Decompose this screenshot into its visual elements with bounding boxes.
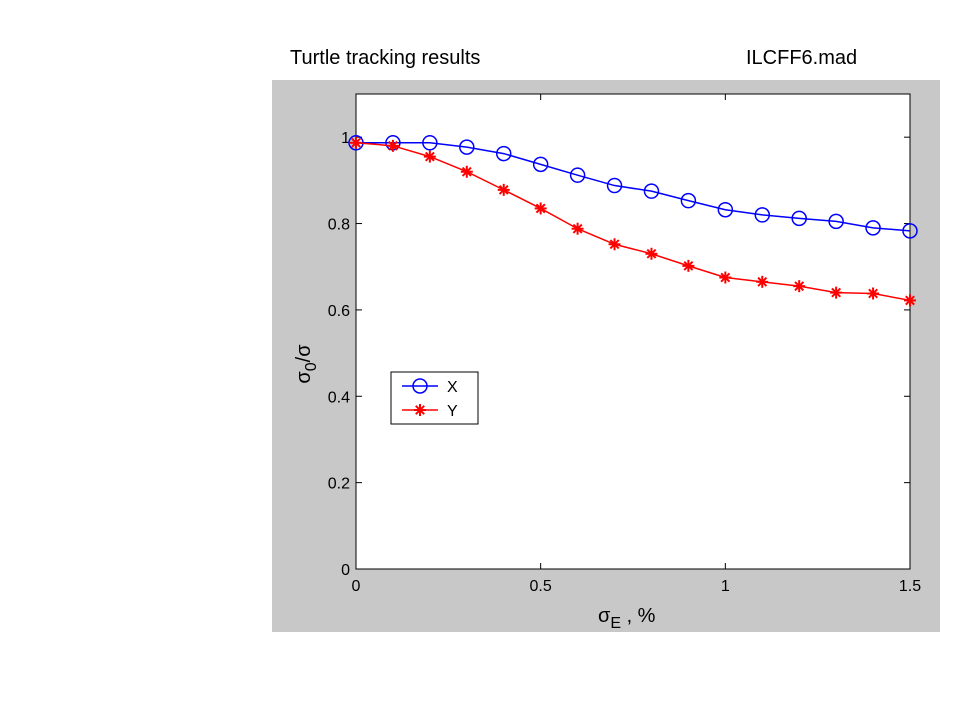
legend-box <box>390 371 479 425</box>
data-point-x <box>606 177 623 194</box>
axis-ticks: 0 0.5 1 1.5 0 0.2 0.4 0.6 0.8 1 <box>328 94 921 595</box>
legend-marker-x <box>412 378 428 394</box>
data-point-y <box>793 280 806 293</box>
x-tick-label: 0 <box>352 578 361 595</box>
data-point-y <box>608 238 621 251</box>
data-point-y <box>645 247 658 260</box>
legend-marker-x-shape <box>412 378 428 394</box>
data-point-x <box>828 213 844 230</box>
legend: X Y <box>390 371 479 425</box>
data-point-x <box>680 192 697 209</box>
data-point-x <box>495 145 512 162</box>
data-point-x <box>569 167 586 183</box>
data-point-y <box>719 271 732 284</box>
data-point-x <box>865 220 881 236</box>
y-axis-label: σ0/σ <box>293 344 320 384</box>
figure-background: 0 0.5 1 1.5 0 0.2 0.4 0.6 0.8 1 σE , % σ0/σ X Y <box>272 80 940 632</box>
x-axis-label-subscript: E <box>610 615 621 632</box>
data-point-y <box>904 294 916 307</box>
x-axis-label-suffix: , % <box>621 605 656 627</box>
data-point-y <box>756 275 769 288</box>
chart-title-left: Turtle tracking results <box>290 47 481 69</box>
series-line-x <box>356 142 911 232</box>
data-point-y <box>867 287 880 300</box>
y-tick-label: 0.2 <box>328 476 350 493</box>
data-point-y <box>350 136 362 149</box>
legend-marker-y-shape <box>414 404 426 416</box>
data-point-y <box>460 165 473 178</box>
data-point-x <box>754 207 771 223</box>
y-axis-label-subscript: 0 <box>303 362 320 371</box>
x-tick-label: 0.5 <box>530 578 552 595</box>
axes-area <box>355 93 911 570</box>
y-axis-label-symbol: σ <box>293 371 315 384</box>
y-tick-label: 0.6 <box>328 303 350 320</box>
data-point-x <box>791 210 807 227</box>
y-tick-label: 0.4 <box>328 389 350 406</box>
legend-label-x: X <box>447 379 458 396</box>
data-point-x <box>643 183 660 199</box>
legend-marker-y <box>414 404 426 416</box>
y-tick-label: 0 <box>341 562 350 579</box>
x-axis-label: σE , % <box>598 605 656 632</box>
chart-title-right: ILCFF6.mad <box>746 47 858 69</box>
data-point-y <box>423 150 436 163</box>
x-tick-label: 1.5 <box>899 578 921 595</box>
data-point-x <box>717 201 734 218</box>
data-point-x <box>459 139 475 155</box>
data-point-y <box>830 286 843 299</box>
data-point-x <box>532 156 549 173</box>
data-point-x <box>902 223 918 239</box>
data-point-y <box>534 202 547 215</box>
legend-label-y: Y <box>447 403 458 420</box>
line-chart: 0 0.5 1 1.500.20.40.60.81 σE , % σ0/σ X Y <box>293 93 921 632</box>
series-line-y <box>355 142 911 302</box>
x-tick-label: 1 <box>721 578 730 595</box>
data-point-y <box>497 183 510 196</box>
y-axis-label-suffix: /σ <box>293 344 315 363</box>
data-point-x <box>422 135 438 151</box>
data-point-y <box>386 139 399 152</box>
data-point-y <box>682 259 695 272</box>
y-tick-label: 1 <box>341 130 350 147</box>
x-axis-label-symbol: σ <box>598 605 611 627</box>
y-tick-label: 0.8 <box>328 217 350 234</box>
data-point-y <box>571 222 584 235</box>
series-layer <box>348 135 918 307</box>
